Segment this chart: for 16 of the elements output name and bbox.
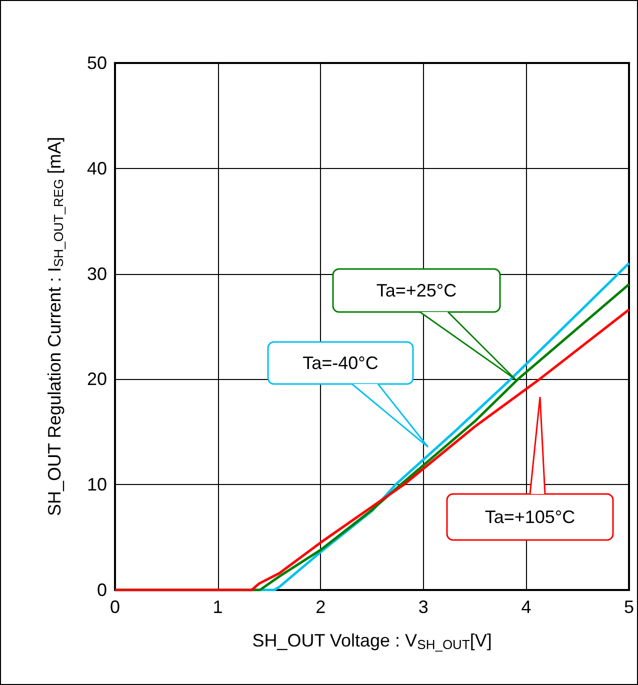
y-axis-title: SH_OUT Regulation Current : ISH_OUT_REG [mA] [44, 136, 66, 516]
x-tick-label: 3 [418, 597, 428, 617]
y-tick-label: 0 [96, 580, 107, 600]
x-tick-label: 1 [212, 597, 223, 617]
x-tick-label: 4 [521, 597, 532, 617]
x-tick-label: 5 [624, 597, 634, 617]
y-tick-label: 50 [86, 53, 107, 73]
y-tick-label: 40 [86, 158, 107, 178]
x-tick-label: 0 [110, 597, 120, 617]
annotation: Ta=+105°C [484, 507, 576, 527]
y-tick-label: 30 [86, 264, 107, 284]
annotation: Ta=-40°C [302, 353, 378, 373]
x-tick-label: 2 [316, 597, 326, 617]
annotation: Ta=+25°C [376, 280, 457, 300]
y-tick-label: 10 [86, 474, 107, 495]
y-tick-label: 20 [86, 369, 107, 390]
